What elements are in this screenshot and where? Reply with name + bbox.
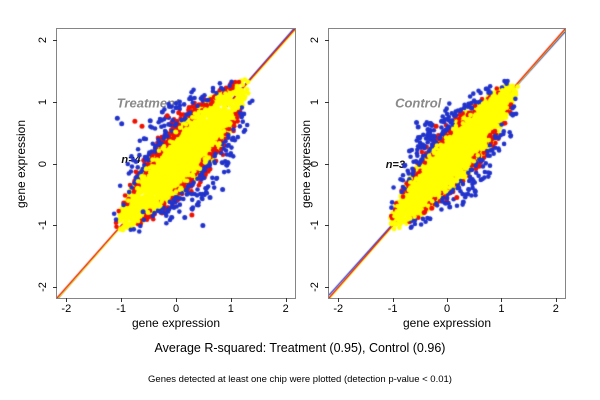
- scatter-plot-treatment: Treatment n=4 gene expression gene expre…: [14, 28, 296, 330]
- detection-note-caption: Genes detected at least one chip were pl…: [148, 374, 452, 385]
- y-tick-label: -2: [37, 282, 49, 293]
- x-tick-mark: [176, 298, 177, 302]
- x-tick-mark: [230, 298, 232, 302]
- y-tick-label: 2: [37, 36, 49, 43]
- x-tick-label: 2: [552, 303, 559, 315]
- x-tick-mark: [285, 298, 287, 302]
- y-tick-label: 2: [309, 36, 321, 43]
- x-tick-mark: [66, 298, 68, 302]
- y-tick-label: 1: [309, 98, 321, 105]
- y-tick-mark: [325, 225, 329, 227]
- y-tick-mark: [325, 163, 329, 165]
- x-tick-mark: [392, 298, 394, 302]
- x-tick-label: 0: [443, 303, 451, 315]
- y-tick-mark: [53, 225, 57, 227]
- y-tick-mark: [53, 39, 57, 41]
- y-tick-label: -2: [309, 282, 321, 293]
- y-tick-mark: [53, 101, 57, 103]
- y-tick-label: -1: [309, 220, 321, 231]
- treatment-scatter-canvas: [57, 29, 295, 298]
- y-tick-mark: [53, 163, 57, 165]
- r-squared-caption: Average R-squared: Treatment (0.95), Con…: [154, 341, 446, 355]
- scatter-plot-control: Control n=3 gene expression gene express…: [299, 28, 566, 330]
- y-tick-mark: [325, 287, 329, 289]
- y-axis-label-treatment: gene expression: [14, 119, 28, 208]
- y-tick-mark: [325, 101, 329, 103]
- y-tick-label: 0: [37, 160, 49, 167]
- control-scatter-canvas: [329, 29, 565, 298]
- x-tick-mark: [121, 298, 123, 302]
- x-tick-label: -1: [116, 303, 127, 315]
- x-tick-label: -2: [61, 303, 72, 315]
- x-axis-label-treatment: gene expression: [131, 316, 221, 330]
- x-tick-label: -1: [387, 303, 398, 315]
- x-tick-label: 2: [282, 303, 289, 315]
- x-axis-label-control: gene expression: [402, 316, 492, 330]
- y-tick-mark: [325, 39, 329, 41]
- x-tick-label: 0: [172, 303, 180, 315]
- x-tick-mark: [501, 298, 503, 302]
- x-tick-mark: [447, 298, 448, 302]
- y-tick-label: 0: [309, 160, 321, 167]
- x-tick-label: 1: [227, 303, 234, 315]
- x-tick-mark: [555, 298, 557, 302]
- y-tick-label: -1: [37, 220, 49, 231]
- x-tick-mark: [338, 298, 340, 302]
- x-tick-label: 1: [498, 303, 505, 315]
- y-tick-mark: [53, 287, 57, 289]
- y-tick-label: 1: [37, 98, 49, 105]
- x-tick-label: -2: [333, 303, 344, 315]
